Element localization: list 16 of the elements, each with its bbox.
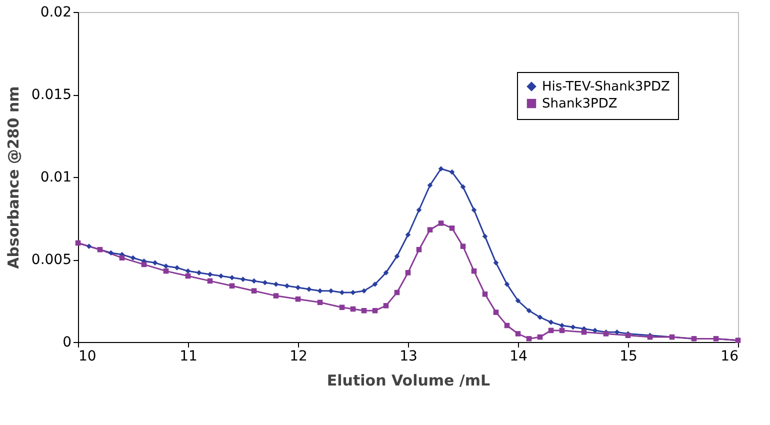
x-tick-label: 12	[290, 348, 308, 364]
x-tick-label: 15	[620, 348, 638, 364]
y-tick-label: 0.005	[31, 252, 72, 268]
y-axis-title: Absorbance @280 nm	[4, 86, 22, 269]
x-axis-title: Elution Volume /mL	[326, 372, 491, 390]
x-tick-label: 13	[400, 348, 418, 364]
x-tick-label: 10	[78, 348, 96, 364]
y-tick-label: 0.01	[40, 170, 72, 186]
y-tick-label: 0.015	[31, 87, 72, 103]
y-tick-label: 0.02	[40, 4, 72, 20]
x-tick-label: 14	[510, 348, 528, 364]
legend-label: Shank3PDZ	[542, 96, 618, 112]
x-tick-label: 16	[720, 348, 739, 364]
y-tick-label: 0	[62, 334, 72, 350]
legend-label: His-TEV-Shank3PDZ	[542, 80, 670, 94]
x-tick-label: 11	[180, 348, 198, 364]
